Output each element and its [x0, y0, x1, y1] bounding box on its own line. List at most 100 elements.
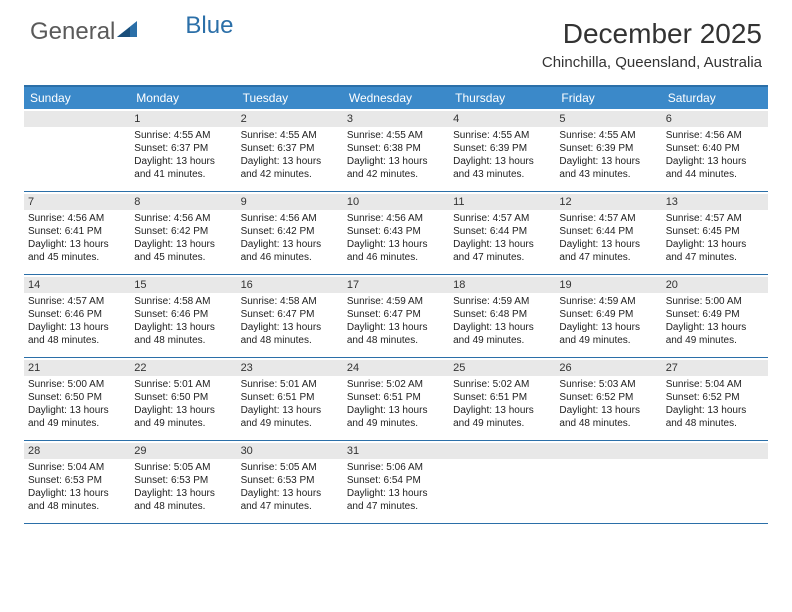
weekday-header: Tuesday: [237, 87, 343, 109]
daylight-text: Daylight: 13 hours and 45 minutes.: [134, 238, 232, 264]
sunrise-text: Sunrise: 4:59 AM: [453, 295, 551, 308]
day-number: 21: [24, 360, 130, 376]
day-number: [449, 443, 555, 459]
daylight-text: Daylight: 13 hours and 47 minutes.: [347, 487, 445, 513]
sunset-text: Sunset: 6:46 PM: [134, 308, 232, 321]
day-number: 14: [24, 277, 130, 293]
day-cell: 5Sunrise: 4:55 AMSunset: 6:39 PMDaylight…: [555, 109, 661, 191]
sunrise-text: Sunrise: 5:00 AM: [28, 378, 126, 391]
daylight-text: Daylight: 13 hours and 49 minutes.: [347, 404, 445, 430]
day-content: Sunrise: 5:05 AMSunset: 6:53 PMDaylight:…: [134, 461, 232, 513]
daylight-text: Daylight: 13 hours and 44 minutes.: [666, 155, 764, 181]
day-number: 6: [662, 111, 768, 127]
day-content: Sunrise: 5:02 AMSunset: 6:51 PMDaylight:…: [453, 378, 551, 430]
day-content: Sunrise: 5:00 AMSunset: 6:50 PMDaylight:…: [28, 378, 126, 430]
sunset-text: Sunset: 6:43 PM: [347, 225, 445, 238]
sunset-text: Sunset: 6:50 PM: [134, 391, 232, 404]
day-number: 20: [662, 277, 768, 293]
daylight-text: Daylight: 13 hours and 43 minutes.: [559, 155, 657, 181]
sunset-text: Sunset: 6:52 PM: [666, 391, 764, 404]
sunset-text: Sunset: 6:49 PM: [666, 308, 764, 321]
sunrise-text: Sunrise: 5:01 AM: [241, 378, 339, 391]
day-number: 23: [237, 360, 343, 376]
day-number: 22: [130, 360, 236, 376]
day-content: Sunrise: 4:55 AMSunset: 6:38 PMDaylight:…: [347, 129, 445, 181]
sunset-text: Sunset: 6:47 PM: [241, 308, 339, 321]
week-row: 14Sunrise: 4:57 AMSunset: 6:46 PMDayligh…: [24, 275, 768, 358]
day-cell: 3 Sunrise: 4:55 AMSunset: 6:38 PMDaylight…: [343, 109, 449, 191]
day-number: 26: [555, 360, 661, 376]
day-number: 1: [130, 111, 236, 127]
sunset-text: Sunset: 6:54 PM: [347, 474, 445, 487]
day-cell: 11Sunrise: 4:57 AMSunset: 6:44 PMDayligh…: [449, 192, 555, 274]
title-block: December 2025 Chinchilla, Queensland, Au…: [542, 18, 762, 71]
sunrise-text: Sunrise: 5:06 AM: [347, 461, 445, 474]
sunrise-text: Sunrise: 5:03 AM: [559, 378, 657, 391]
weeks-container: 1Sunrise: 4:55 AMSunset: 6:37 PMDaylight…: [24, 109, 768, 524]
week-row: 7Sunrise: 4:56 AMSunset: 6:41 PMDaylight…: [24, 192, 768, 275]
day-number: 4: [449, 111, 555, 127]
sunset-text: Sunset: 6:44 PM: [559, 225, 657, 238]
day-content: Sunrise: 5:02 AMSunset: 6:51 PMDaylight:…: [347, 378, 445, 430]
day-content: Sunrise: 4:57 AMSunset: 6:44 PMDaylight:…: [453, 212, 551, 264]
day-number: 10: [343, 194, 449, 210]
day-cell: 14Sunrise: 4:57 AMSunset: 6:46 PMDayligh…: [24, 275, 130, 357]
daylight-text: Daylight: 13 hours and 47 minutes.: [453, 238, 551, 264]
week-row: 28 Sunrise: 5:04 AMSunset: 6:53 PMDayligh…: [24, 441, 768, 524]
day-number: 17: [343, 277, 449, 293]
day-content: Sunrise: 4:59 AMSunset: 6:47 PMDaylight:…: [347, 295, 445, 347]
sunset-text: Sunset: 6:50 PM: [28, 391, 126, 404]
day-cell: 22Sunrise: 5:01 AMSunset: 6:50 PMDayligh…: [130, 358, 236, 440]
day-number: 13: [662, 194, 768, 210]
sunset-text: Sunset: 6:39 PM: [559, 142, 657, 155]
sunrise-text: Sunrise: 5:05 AM: [134, 461, 232, 474]
day-cell: 7Sunrise: 4:56 AMSunset: 6:41 PMDaylight…: [24, 192, 130, 274]
day-number: 28: [24, 443, 130, 459]
day-number: 5: [555, 111, 661, 127]
daylight-text: Daylight: 13 hours and 47 minutes.: [559, 238, 657, 264]
sunrise-text: Sunrise: 4:57 AM: [559, 212, 657, 225]
day-number: 29: [130, 443, 236, 459]
day-cell: 10Sunrise: 4:56 AMSunset: 6:43 PMDayligh…: [343, 192, 449, 274]
daylight-text: Daylight: 13 hours and 41 minutes.: [134, 155, 232, 181]
sunrise-text: Sunrise: 4:56 AM: [241, 212, 339, 225]
day-cell: [555, 441, 661, 523]
day-cell: 15Sunrise: 4:58 AMSunset: 6:46 PMDayligh…: [130, 275, 236, 357]
sunrise-text: Sunrise: 5:02 AM: [453, 378, 551, 391]
day-cell: 26Sunrise: 5:03 AMSunset: 6:52 PMDayligh…: [555, 358, 661, 440]
daylight-text: Daylight: 13 hours and 47 minutes.: [241, 487, 339, 513]
daylight-text: Daylight: 13 hours and 48 minutes.: [347, 321, 445, 347]
daylight-text: Daylight: 13 hours and 46 minutes.: [347, 238, 445, 264]
daylight-text: Daylight: 13 hours and 48 minutes.: [134, 321, 232, 347]
day-cell: 23Sunrise: 5:01 AMSunset: 6:51 PMDayligh…: [237, 358, 343, 440]
logo: General Blue: [30, 18, 233, 46]
day-number: 7: [24, 194, 130, 210]
daylight-text: Daylight: 13 hours and 47 minutes.: [666, 238, 764, 264]
day-number: 2: [237, 111, 343, 127]
sunrise-text: Sunrise: 5:01 AM: [134, 378, 232, 391]
sunset-text: Sunset: 6:42 PM: [241, 225, 339, 238]
day-cell: 6Sunrise: 4:56 AMSunset: 6:40 PMDaylight…: [662, 109, 768, 191]
sunset-text: Sunset: 6:51 PM: [241, 391, 339, 404]
sunrise-text: Sunrise: 4:58 AM: [241, 295, 339, 308]
day-content: Sunrise: 4:57 AMSunset: 6:45 PMDaylight:…: [666, 212, 764, 264]
day-content: Sunrise: 4:58 AMSunset: 6:46 PMDaylight:…: [134, 295, 232, 347]
day-number: 3: [343, 111, 449, 127]
location: Chinchilla, Queensland, Australia: [542, 54, 762, 71]
sunrise-text: Sunrise: 4:57 AM: [666, 212, 764, 225]
day-content: Sunrise: 5:05 AMSunset: 6:53 PMDaylight:…: [241, 461, 339, 513]
month-title: December 2025: [542, 18, 762, 50]
daylight-text: Daylight: 13 hours and 48 minutes.: [241, 321, 339, 347]
day-cell: 2Sunrise: 4:55 AMSunset: 6:37 PMDaylight…: [237, 109, 343, 191]
day-cell: 28 Sunrise: 5:04 AMSunset: 6:53 PMDayligh…: [24, 441, 130, 523]
daylight-text: Daylight: 13 hours and 45 minutes.: [28, 238, 126, 264]
sunrise-text: Sunrise: 4:57 AM: [28, 295, 126, 308]
weekday-header: Monday: [130, 87, 236, 109]
sunset-text: Sunset: 6:39 PM: [453, 142, 551, 155]
daylight-text: Daylight: 13 hours and 49 minutes.: [559, 321, 657, 347]
sunrise-text: Sunrise: 4:55 AM: [453, 129, 551, 142]
day-content: Sunrise: 5:04 AMSunset: 6:53 PMDaylight:…: [28, 461, 126, 513]
day-cell: [662, 441, 768, 523]
sunset-text: Sunset: 6:53 PM: [134, 474, 232, 487]
logo-triangle-icon: [117, 18, 139, 46]
